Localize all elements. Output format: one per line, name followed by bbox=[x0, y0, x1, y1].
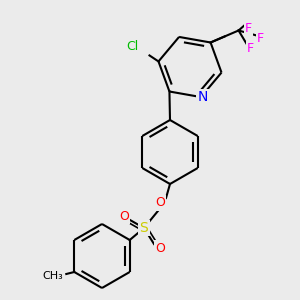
Text: F: F bbox=[247, 42, 254, 55]
Text: F: F bbox=[257, 32, 264, 45]
Text: F: F bbox=[245, 22, 252, 35]
Text: N: N bbox=[198, 90, 208, 104]
Text: CH₃: CH₃ bbox=[42, 271, 63, 281]
Text: S: S bbox=[140, 221, 148, 235]
Text: Cl: Cl bbox=[126, 40, 139, 53]
Text: O: O bbox=[119, 209, 129, 223]
Text: O: O bbox=[155, 196, 165, 209]
Text: O: O bbox=[155, 242, 165, 254]
